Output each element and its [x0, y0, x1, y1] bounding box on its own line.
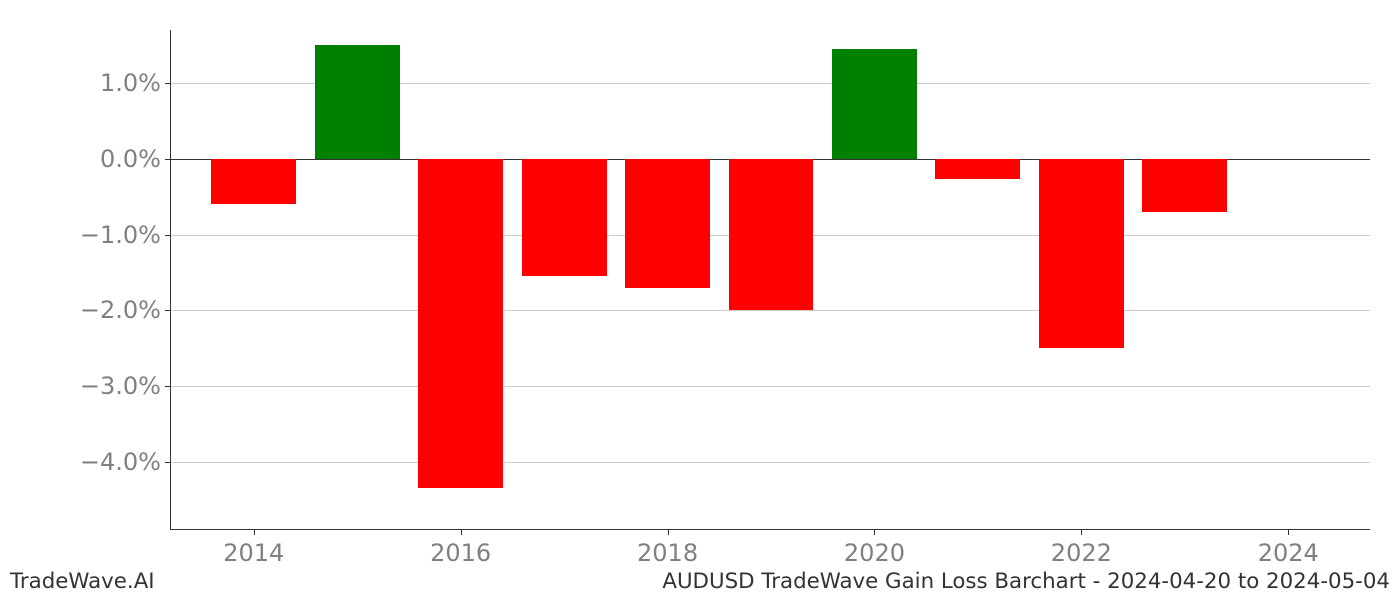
bar [315, 45, 400, 159]
bar [1039, 159, 1124, 348]
bar [729, 159, 814, 311]
bar [935, 159, 1020, 179]
x-tick-label: 2020 [844, 529, 905, 567]
plot-area: −4.0%−3.0%−2.0%−1.0%0.0%1.0%201420162018… [170, 30, 1370, 530]
y-tick-label: −3.0% [80, 372, 171, 400]
x-tick-label: 2022 [1051, 529, 1112, 567]
y-tick-label: 0.0% [100, 145, 171, 173]
grid-line [171, 462, 1370, 463]
bar [211, 159, 296, 204]
y-tick-label: −1.0% [80, 221, 171, 249]
x-tick-label: 2018 [637, 529, 698, 567]
footer-right-text: AUDUSD TradeWave Gain Loss Barchart - 20… [662, 569, 1390, 594]
bar [1142, 159, 1227, 212]
bar [522, 159, 607, 276]
bar [418, 159, 503, 489]
bar [625, 159, 710, 288]
footer-left-text: TradeWave.AI [10, 569, 155, 594]
y-tick-label: −4.0% [80, 448, 171, 476]
y-tick-label: −2.0% [80, 296, 171, 324]
grid-line [171, 310, 1370, 311]
x-tick-label: 2014 [223, 529, 284, 567]
grid-line [171, 386, 1370, 387]
x-tick-label: 2016 [430, 529, 491, 567]
bar [832, 49, 917, 159]
y-tick-label: 1.0% [100, 69, 171, 97]
x-tick-label: 2024 [1258, 529, 1319, 567]
chart-stage: −4.0% −3.0% −2.0% −1.0% 0.0% 1.0% 2014 2016 2018… [0, 0, 1400, 600]
